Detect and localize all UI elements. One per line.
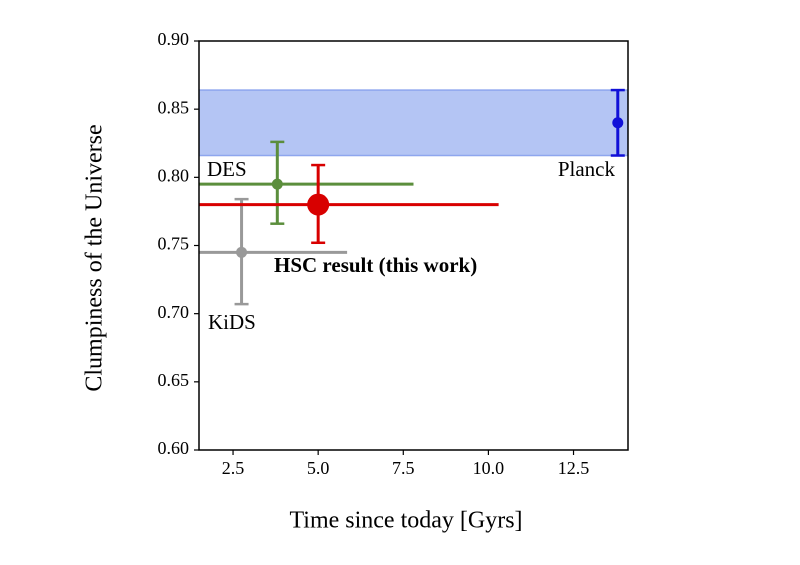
axes-frame [198,40,629,451]
x-tick-label: 2.5 [222,458,245,478]
x-tick-label: 12.5 [558,458,590,478]
series [610,88,625,157]
y-tick-label: 0.80 [158,165,190,185]
x-tick-label: 7.5 [392,458,415,478]
y-tick-label: 0.60 [158,438,190,458]
point [236,246,248,258]
series-label: Planck [558,157,616,181]
series-label: DES [207,157,247,181]
x-tick-label: 5.0 [307,458,330,478]
series [199,197,348,306]
y-tick-label: 0.85 [158,97,190,117]
plot-area [199,88,628,306]
band [199,89,628,157]
y-tick-label: 0.70 [158,302,190,322]
point [612,117,624,129]
point [307,193,330,216]
point [271,178,283,190]
series [199,163,499,245]
y-tick-label: 0.75 [158,234,190,254]
series [199,140,414,225]
x-axis-label: Time since today [Gyrs] [289,508,522,534]
series-label: HSC result (this work) [274,253,477,277]
y-axis-label: Clumpiness of the Universe [82,124,108,391]
x-tick-label: 10.0 [473,458,505,478]
series-label: KiDS [208,310,256,334]
y-tick-label: 0.90 [158,29,190,49]
y-tick-label: 0.65 [158,370,190,390]
